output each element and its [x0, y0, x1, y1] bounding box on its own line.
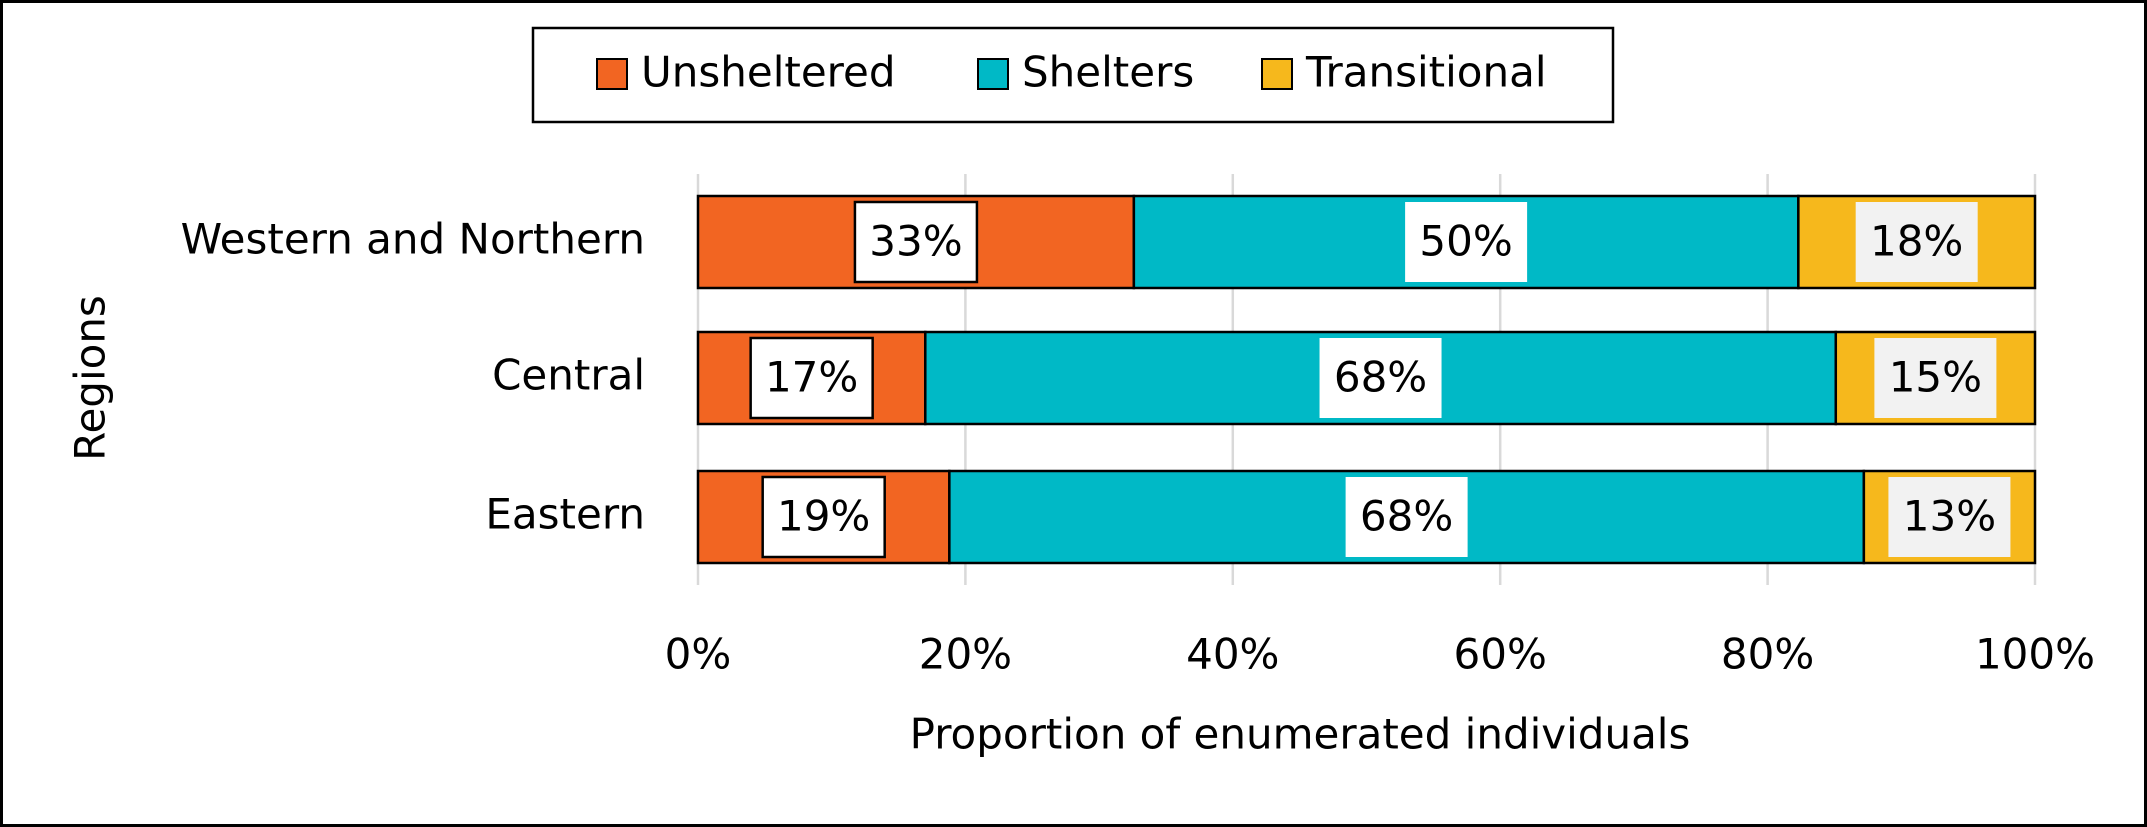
y-tick-label: Eastern [485, 490, 645, 539]
data-label: 33% [869, 217, 962, 266]
data-label: 50% [1419, 217, 1512, 266]
x-tick-label: 0% [665, 630, 732, 679]
data-label: 19% [777, 492, 870, 541]
data-label: 68% [1360, 492, 1453, 541]
y-axis-title: Regions [66, 295, 115, 461]
x-tick-label: 40% [1186, 630, 1279, 679]
data-label-box [761, 475, 886, 559]
data-label-box [853, 200, 979, 284]
legend-box [531, 26, 1615, 124]
x-tick-label: 80% [1721, 630, 1814, 679]
legend-label: Unsheltered [641, 48, 896, 97]
legend-swatch [1261, 58, 1293, 90]
data-label-box [1405, 202, 1528, 282]
data-label-box [1345, 477, 1468, 557]
legend-swatch [977, 58, 1009, 90]
data-label: 18% [1870, 217, 1963, 266]
x-tick-label: 60% [1454, 630, 1547, 679]
y-tick-label: Western and Northern [181, 215, 645, 264]
data-label: 68% [1334, 353, 1427, 402]
data-label-box [1874, 338, 1997, 418]
data-label-box [1855, 202, 1978, 282]
data-label-box [749, 336, 874, 420]
legend-label: Shelters [1022, 48, 1194, 97]
legend-swatch [596, 58, 628, 90]
x-tick-label: 100% [1975, 630, 2095, 679]
data-label: 13% [1903, 492, 1996, 541]
data-label: 15% [1889, 353, 1982, 402]
data-label-box [1888, 477, 2011, 557]
x-axis-title: Proportion of enumerated individuals [910, 710, 1691, 759]
x-tick-label: 20% [919, 630, 1012, 679]
y-tick-label: Central [492, 351, 645, 400]
data-label-box [1319, 338, 1442, 418]
legend-label: Transitional [1305, 48, 1547, 97]
data-label: 17% [765, 353, 858, 402]
